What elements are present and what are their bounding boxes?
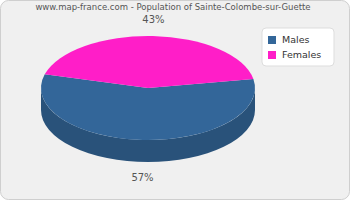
legend-box — [262, 28, 334, 66]
chart-container: www.map-france.com - Population of Saint… — [0, 0, 350, 200]
chart-svg: www.map-france.com - Population of Saint… — [0, 0, 350, 200]
data-label: 57% — [131, 172, 153, 183]
pie-slice — [45, 36, 254, 88]
background — [1, 1, 350, 200]
legend-swatch — [268, 36, 276, 44]
title: www.map-france.com - Population of Saint… — [35, 2, 310, 12]
legend-label: Females — [282, 49, 321, 60]
legend-label: Males — [282, 34, 310, 45]
data-label: 43% — [142, 14, 164, 25]
pie-tops — [41, 36, 255, 140]
legend: Males Females — [262, 28, 334, 66]
legend-swatch — [268, 51, 276, 59]
